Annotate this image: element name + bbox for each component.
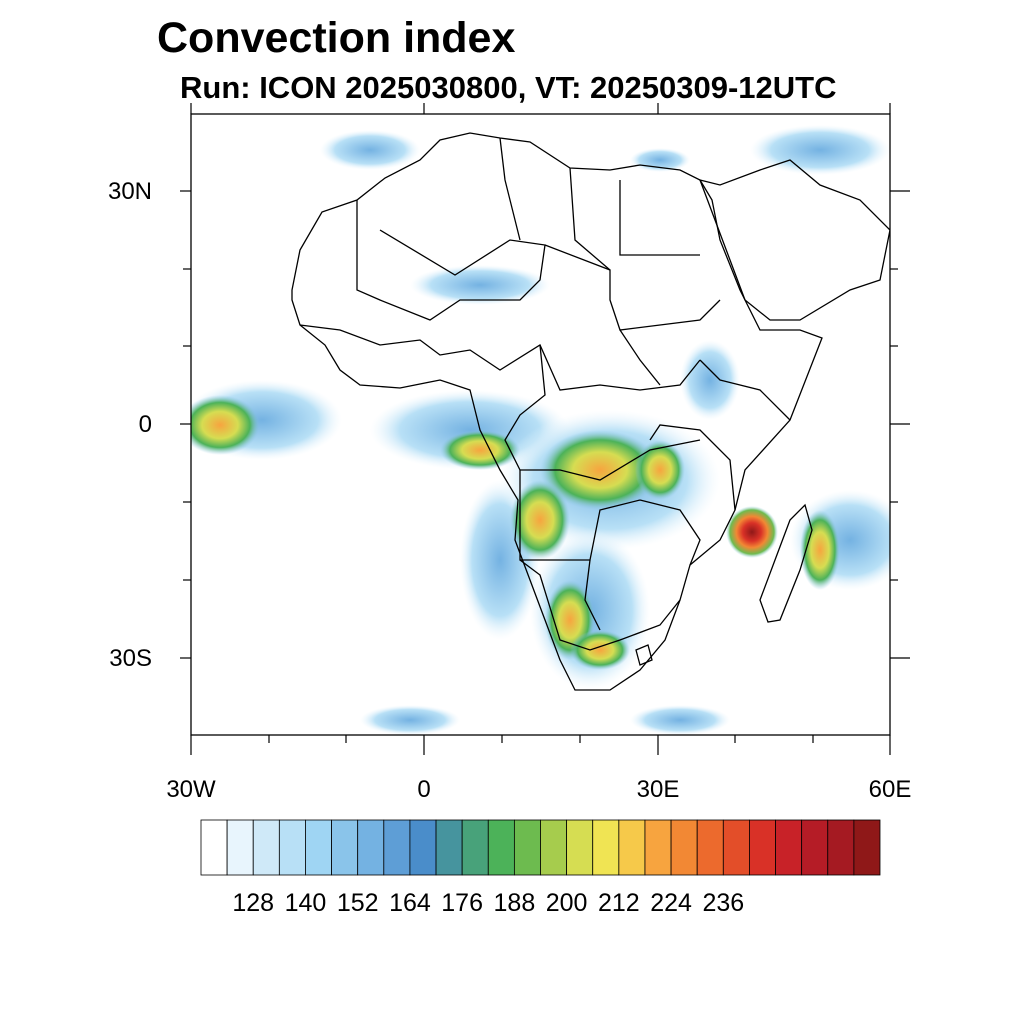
colorbar-swatch [592, 819, 620, 876]
colorbar-swatch [644, 819, 672, 876]
colorbar-swatch [461, 819, 489, 876]
colorbar-swatch [827, 819, 855, 876]
lon-label-30e: 30E [636, 776, 680, 803]
colorbar-label: 188 [493, 889, 536, 917]
colorbar-label: 224 [650, 889, 692, 917]
cyclone-feature [726, 506, 778, 558]
colorbar-swatch [226, 819, 254, 876]
colorbar-label: 176 [441, 889, 483, 917]
colorbar-swatch [540, 819, 568, 876]
axis-ticks [180, 103, 910, 755]
lat-label-30n: 30N [107, 178, 152, 205]
arabia-outline [698, 159, 890, 321]
colorbar-swatch [775, 819, 803, 876]
colorbar-label: 152 [336, 889, 379, 917]
colorbar-swatch [305, 819, 332, 876]
colorbar-label: 200 [545, 889, 588, 917]
colorbar-label: 212 [597, 889, 640, 917]
coastlines [291, 132, 890, 691]
lon-label-0: 0 [417, 776, 431, 803]
colorbar-swatch [696, 819, 724, 876]
colorbar-label: 236 [702, 889, 745, 917]
colorbar [200, 819, 881, 876]
colorbar-swatch [252, 819, 280, 876]
lat-label-30s: 30S [109, 645, 152, 672]
colorbar-swatch [409, 819, 437, 876]
run-subtitle: Run: ICON 2025030800, VT: 20250309-12UTC [180, 70, 837, 105]
colorbar-swatch [487, 819, 515, 876]
colorbar-swatch [670, 819, 698, 876]
colorbar-swatch [278, 819, 306, 876]
madagascar-outline [759, 503, 813, 623]
colorbar-swatch [331, 819, 359, 876]
colorbar-swatch [383, 819, 411, 876]
colorbar-swatch [749, 819, 776, 876]
colorbar-swatch [357, 819, 385, 876]
colorbar-swatch [801, 819, 829, 876]
colorbar-swatch [853, 819, 881, 876]
colorbar-swatch [200, 819, 228, 876]
colorbar-swatch [722, 819, 750, 876]
colorbar-label: 140 [284, 889, 327, 917]
lat-label-0: 0 [138, 411, 152, 438]
lon-label-60e: 60E [868, 776, 912, 803]
colorbar-swatch [435, 819, 463, 876]
colorbar-swatch [513, 819, 541, 876]
colorbar-label: 164 [389, 889, 431, 917]
colorbar-swatch [566, 819, 594, 876]
colorbar-label: 128 [232, 889, 275, 917]
map-title: Convection index [157, 14, 516, 62]
convection-field [191, 125, 890, 735]
colorbar-swatch [618, 819, 646, 876]
lon-label-30w: 30W [166, 776, 216, 803]
